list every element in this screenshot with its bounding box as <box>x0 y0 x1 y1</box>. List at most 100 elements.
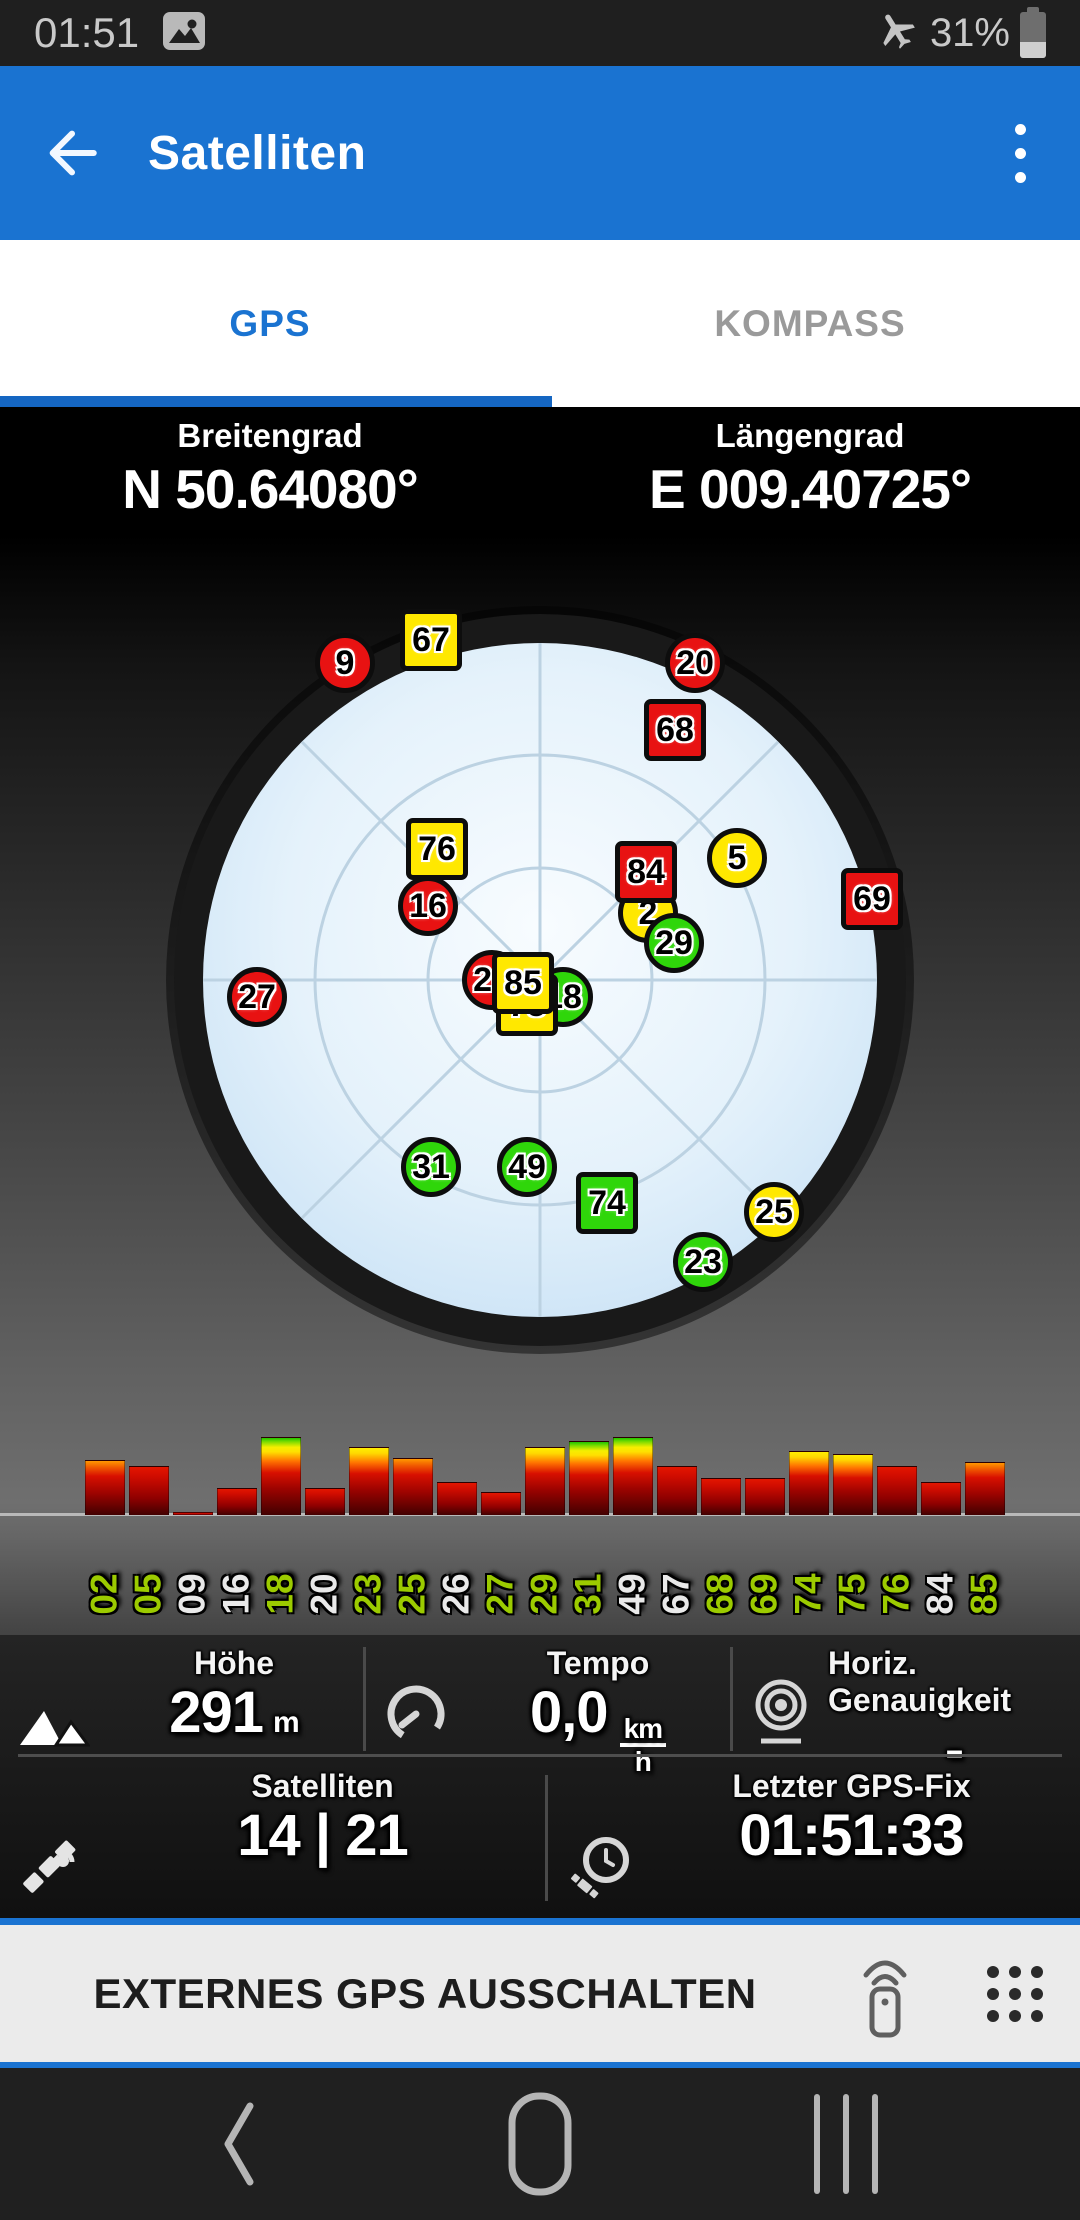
battery-percent: 31% <box>929 10 1010 55</box>
signal-bar-85 <box>965 1462 1005 1515</box>
signal-bar-05 <box>129 1466 169 1515</box>
signal-bar-label-26: 26 <box>436 1573 477 1615</box>
signal-bar-25 <box>393 1458 433 1515</box>
gps-fix-label: Letzter GPS-Fix <box>732 1768 971 1804</box>
latitude-block: Breitengrad N 50.64080° <box>0 407 540 535</box>
accent-line-top <box>0 1918 1080 1925</box>
signal-bar-75 <box>833 1454 873 1515</box>
satellite-marker-5: 5 <box>707 828 767 888</box>
signal-bar-label-16: 16 <box>216 1573 257 1615</box>
speed-label: Tempo <box>546 1645 650 1681</box>
signal-bar-label-29: 29 <box>524 1573 565 1615</box>
tab-gps[interactable]: GPS <box>229 302 311 344</box>
android-nav-bar <box>0 2068 1080 2220</box>
battery-icon <box>1020 7 1046 58</box>
gps-fix-value: 01:51:33 <box>739 1803 964 1868</box>
latitude-value: N 50.64080° <box>122 458 418 520</box>
satellite-marker-69: 69 <box>841 868 903 930</box>
satellite-marker-76: 76 <box>406 818 468 880</box>
signal-bar-68 <box>701 1478 741 1515</box>
skyplot-section: 967206816765284296927261875853149742523 … <box>0 535 1080 1635</box>
metrics-panel: Höhe 291 m Tempo 0,0 km h <box>0 1635 1080 1918</box>
signal-bar-74 <box>789 1451 829 1515</box>
signal-bar-label-05: 05 <box>128 1573 169 1615</box>
satellite-marker-85: 85 <box>492 952 554 1014</box>
nav-home-icon[interactable] <box>470 2068 610 2220</box>
satellite-marker-84: 84 <box>615 841 677 903</box>
nav-recents-icon[interactable] <box>776 2068 916 2220</box>
satellite-marker-29: 29 <box>644 913 704 973</box>
metrics-divider <box>18 1754 1062 1757</box>
signal-bar-label-49: 49 <box>612 1573 653 1615</box>
altitude-cell: Höhe 291 m <box>0 1635 363 1755</box>
signal-bar-09 <box>173 1512 213 1515</box>
signal-bar-16 <box>217 1488 257 1515</box>
signal-bar-76 <box>877 1466 917 1515</box>
satellite-marker-27: 27 <box>227 967 287 1027</box>
external-gps-toggle-button[interactable]: EXTERNES GPS AUSSCHALTEN <box>93 1969 757 2017</box>
satellite-marker-31: 31 <box>401 1137 461 1197</box>
mountain-icon <box>0 1635 105 1755</box>
gps-fix-clock-icon <box>548 1758 653 1918</box>
signal-bar-18 <box>261 1437 301 1515</box>
signal-bar-label-27: 27 <box>480 1573 521 1615</box>
signal-bar-23 <box>349 1447 389 1515</box>
signal-bar-label-69: 69 <box>744 1573 785 1615</box>
signal-bar-label-84: 84 <box>920 1573 961 1615</box>
page-title: Satelliten <box>148 126 367 180</box>
signal-bar-label-31: 31 <box>568 1573 609 1615</box>
satellite-icon <box>0 1758 100 1918</box>
signal-bar-label-20: 20 <box>304 1573 345 1615</box>
bottom-action-bar: EXTERNES GPS AUSSCHALTEN <box>0 1925 1080 2062</box>
signal-bar-27 <box>481 1492 521 1515</box>
signal-bar-label-23: 23 <box>348 1573 389 1615</box>
satellite-marker-23: 23 <box>673 1232 733 1292</box>
app-bar: Satelliten <box>0 66 1080 240</box>
nav-back-icon[interactable] <box>168 2068 308 2220</box>
latitude-label: Breitengrad <box>177 417 363 454</box>
satellite-marker-67: 67 <box>400 609 462 671</box>
back-arrow-icon[interactable] <box>40 121 104 185</box>
speed-cell: Tempo 0,0 km h <box>366 1635 730 1777</box>
signal-bar-49 <box>613 1437 653 1515</box>
satellite-marker-49: 49 <box>497 1137 557 1197</box>
signal-bar-20 <box>305 1488 345 1515</box>
satellite-marker-25: 25 <box>744 1182 804 1242</box>
signal-bar-31 <box>569 1441 609 1515</box>
signal-bar-label-09: 09 <box>172 1573 213 1615</box>
signal-bar-69 <box>745 1478 785 1515</box>
accuracy-value: - <box>944 1717 964 1782</box>
accuracy-cell: Horiz. Genauigkeit - <box>733 1635 1080 1781</box>
signal-bar-label-67: 67 <box>656 1573 697 1615</box>
signal-bar-26 <box>437 1482 477 1515</box>
accuracy-label: Horiz. Genauigkeit <box>828 1645 1012 1718</box>
longitude-value: E 009.40725° <box>649 458 972 520</box>
satellite-marker-16: 16 <box>398 876 458 936</box>
overflow-menu-icon[interactable] <box>1001 118 1040 189</box>
signal-bar-02 <box>85 1460 125 1515</box>
signal-bar-label-68: 68 <box>700 1573 741 1615</box>
speed-value: 0,0 km h <box>530 1682 667 1777</box>
satellites-cell: Satelliten 14 | 21 <box>0 1758 545 1918</box>
signal-bar-label-74: 74 <box>788 1573 829 1615</box>
satellites-label: Satelliten <box>251 1768 394 1804</box>
signal-bar-label-18: 18 <box>260 1573 301 1615</box>
app-grid-icon[interactable] <box>950 1958 1080 2030</box>
airplane-mode-icon <box>866 1 929 66</box>
gps-receiver-icon[interactable] <box>820 1949 950 2039</box>
longitude-block: Längengrad E 009.40725° <box>540 407 1080 535</box>
signal-bar-84 <box>921 1482 961 1515</box>
signal-bar-label-76: 76 <box>876 1573 917 1615</box>
signal-bar-label-75: 75 <box>832 1573 873 1615</box>
satellite-marker-9: 9 <box>315 633 375 693</box>
status-time: 01:51 <box>34 9 140 56</box>
tab-kompass[interactable]: KOMPASS <box>714 302 906 344</box>
altitude-value: 291 m <box>169 1680 299 1745</box>
photo-notification-icon <box>161 8 207 59</box>
signal-bar-label-25: 25 <box>392 1573 433 1615</box>
gps-fix-cell: Letzter GPS-Fix 01:51:33 <box>548 1758 1080 1918</box>
longitude-label: Längengrad <box>715 417 905 454</box>
accuracy-bullseye-icon <box>733 1635 828 1755</box>
status-bar: 01:51 31% <box>0 0 1080 66</box>
signal-bar-label-02: 02 <box>84 1573 125 1615</box>
